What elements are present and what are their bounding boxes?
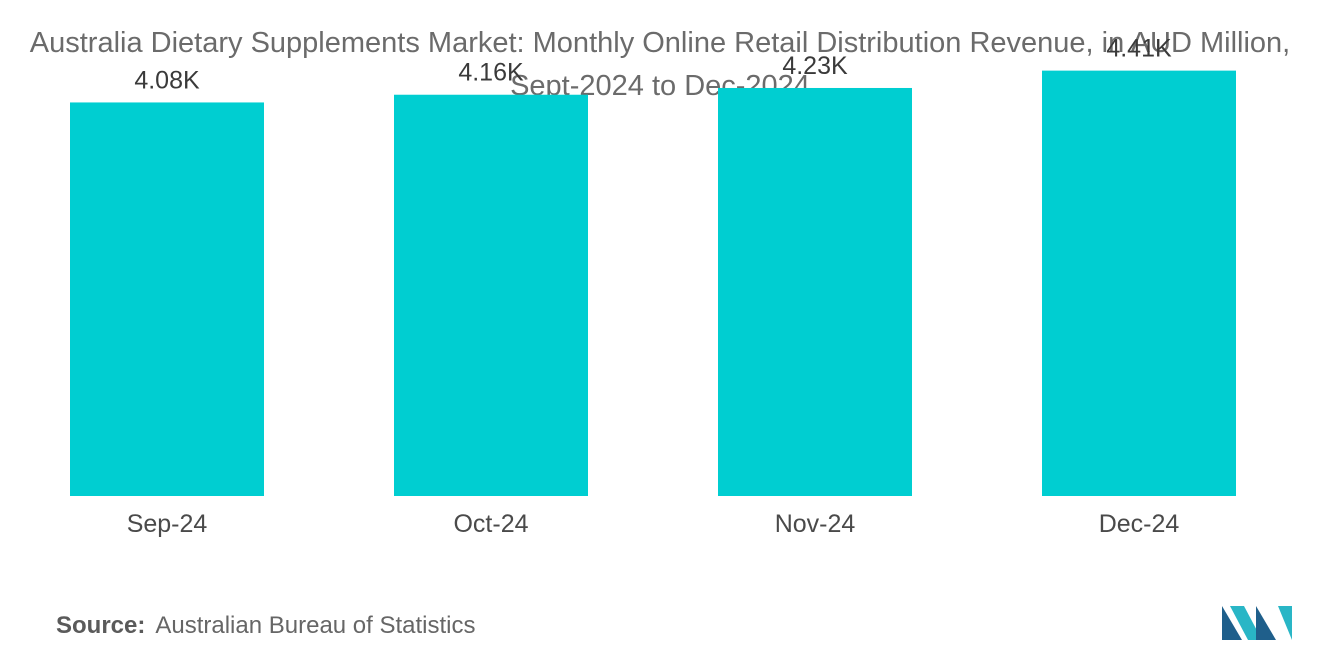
bar-dec-24 bbox=[1042, 70, 1236, 497]
data-label-dec-24: 4.41K bbox=[1106, 35, 1172, 63]
chart-title: Australia Dietary Supplements Market: Mo… bbox=[29, 27, 1291, 102]
labels-layer: 4.08K Sep-24 4.16K Oct-24 4.23K Nov-24 4.41K De… bbox=[127, 35, 1180, 538]
x-tick-label-oct-24: Oct-24 bbox=[453, 510, 528, 538]
data-label-oct-24: 4.16K bbox=[458, 59, 524, 87]
source-label: Source: bbox=[56, 612, 146, 639]
source-note: Source: Australian Bureau of Statistics bbox=[56, 612, 476, 640]
bars-layer bbox=[70, 70, 1236, 497]
x-tick-label-dec-24: Dec-24 bbox=[1099, 510, 1180, 538]
mordor-intelligence-logo-icon bbox=[1222, 606, 1292, 640]
bar-sep-24 bbox=[70, 102, 264, 496]
bar-nov-24 bbox=[718, 87, 912, 496]
data-label-nov-24: 4.23K bbox=[782, 52, 848, 80]
source-text: Australian Bureau of Statistics bbox=[155, 612, 476, 639]
x-tick-label-nov-24: Nov-24 bbox=[775, 510, 856, 538]
data-label-sep-24: 4.08K bbox=[134, 66, 200, 94]
bar-oct-24 bbox=[394, 94, 588, 496]
x-tick-label-sep-24: Sep-24 bbox=[127, 510, 208, 538]
